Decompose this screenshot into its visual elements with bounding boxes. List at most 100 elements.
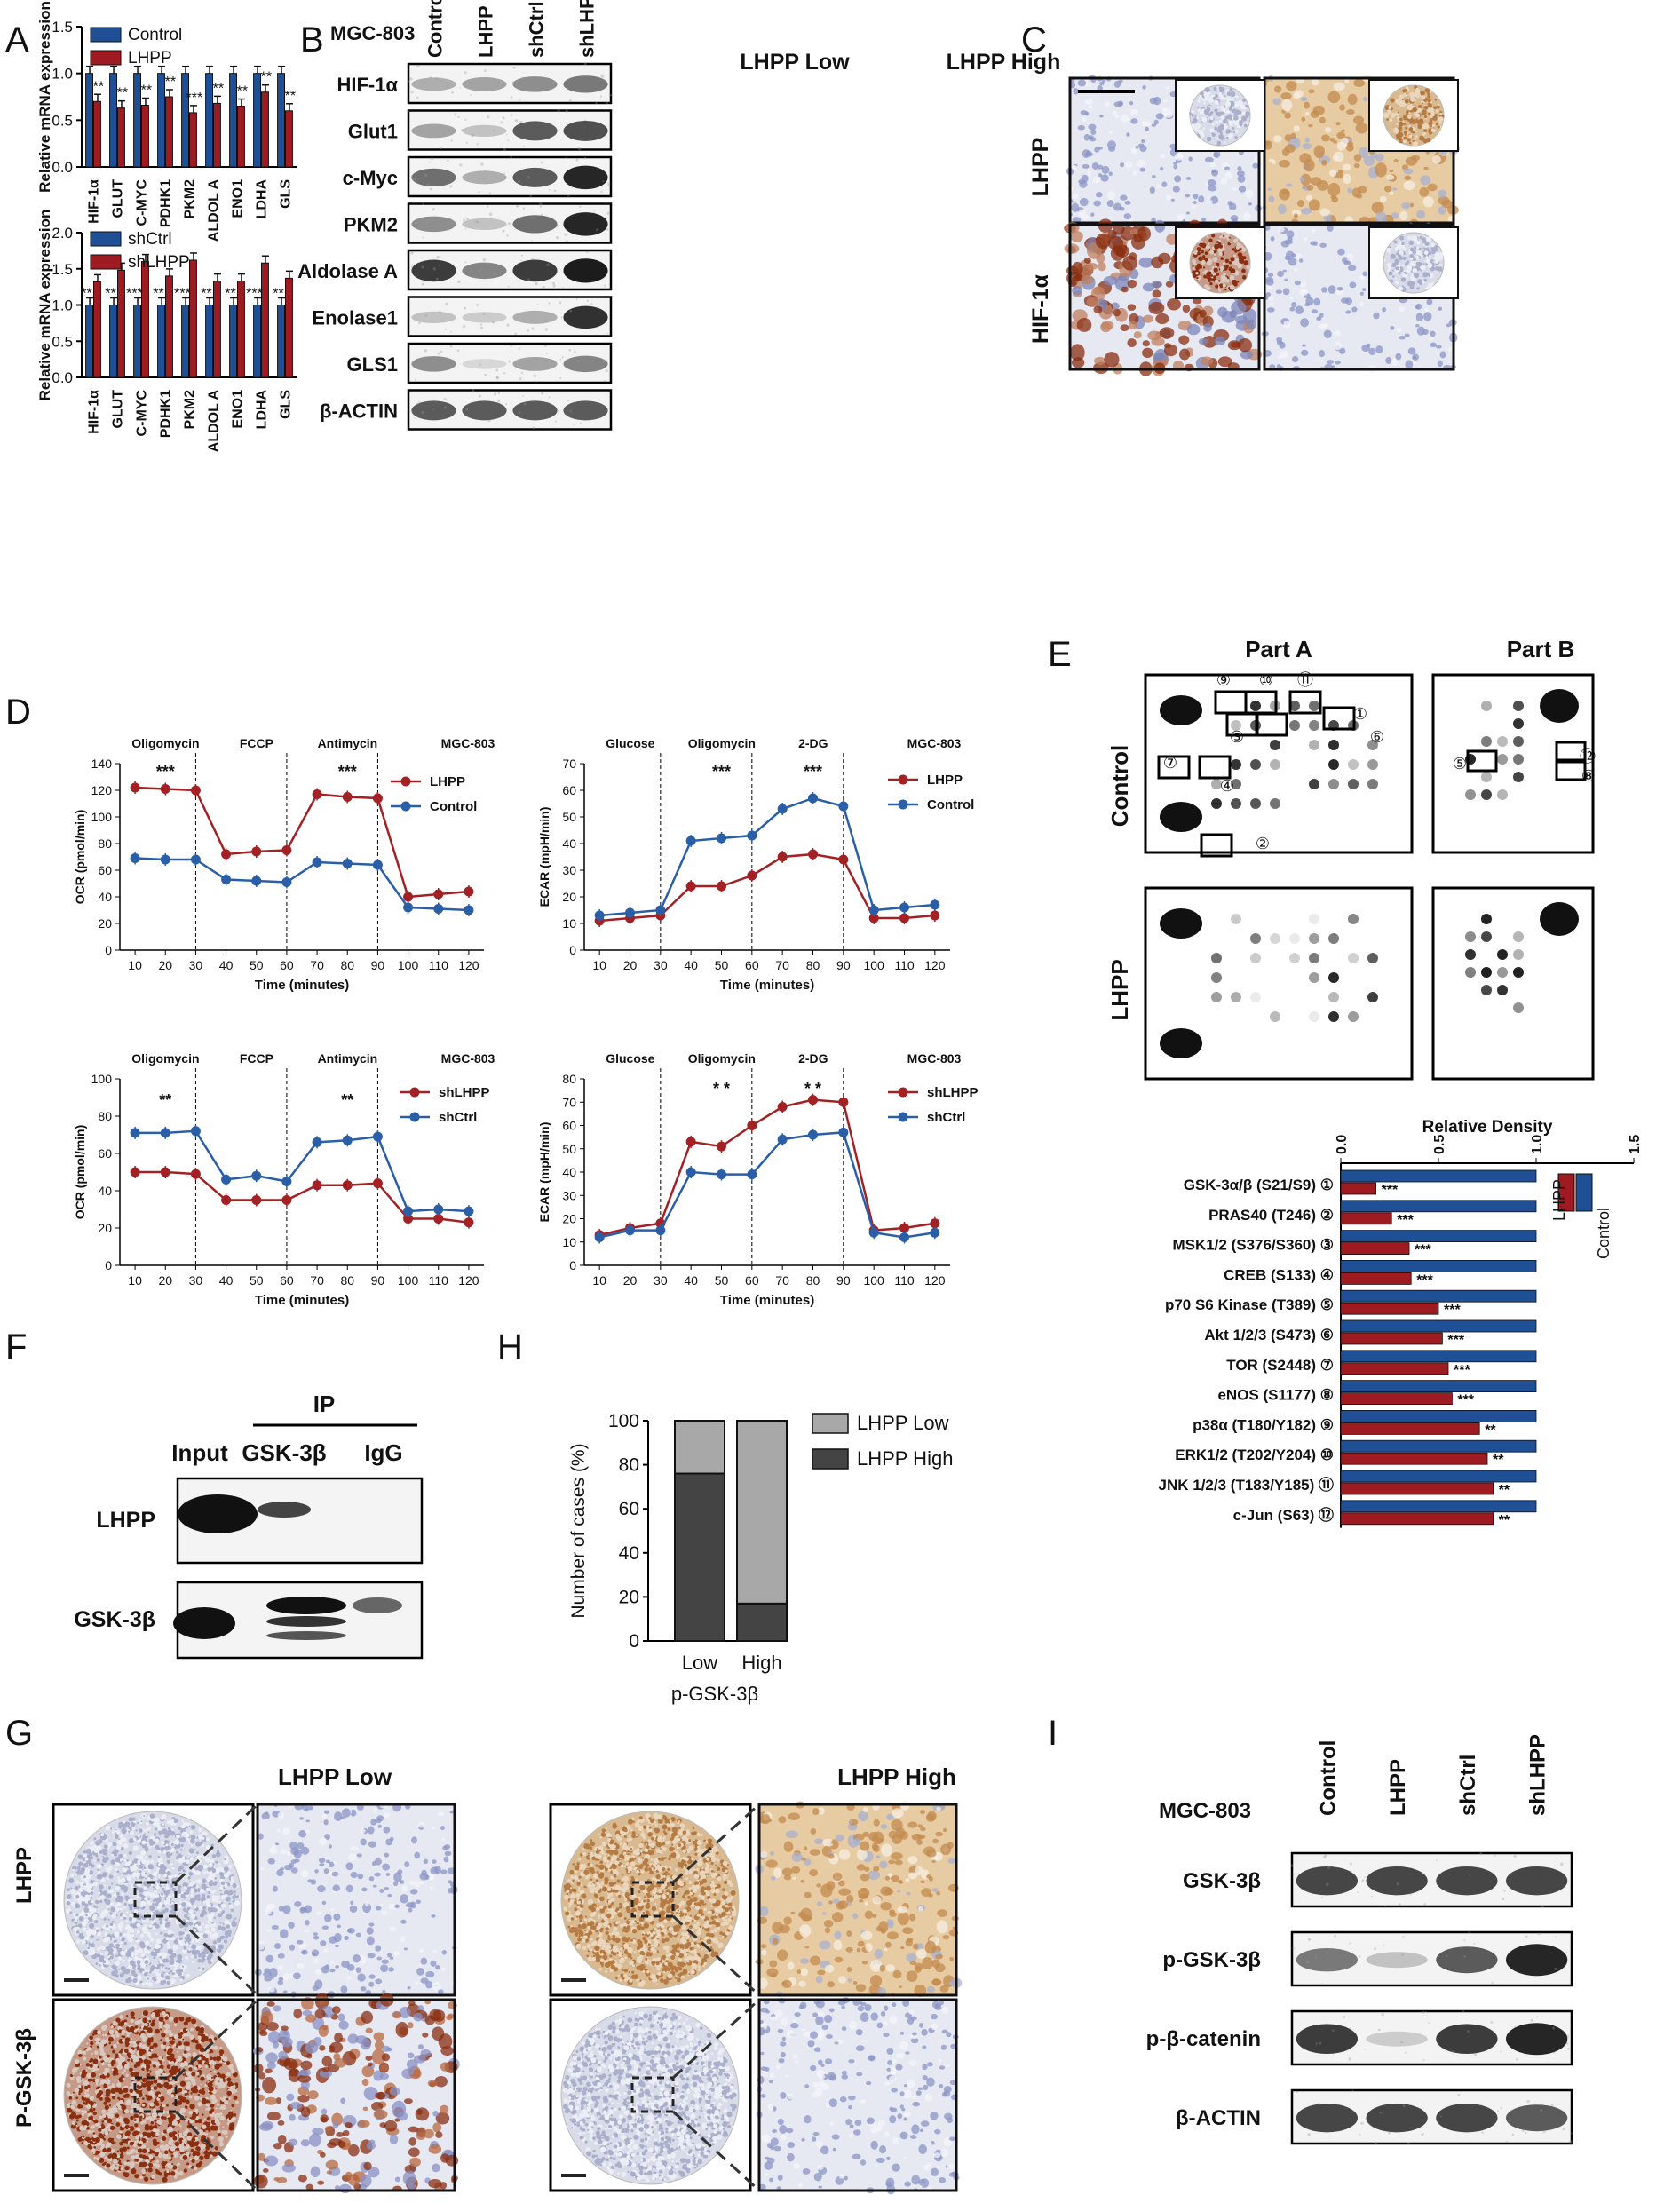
x-tick-label: 1.5 [1628,1135,1643,1154]
core-dot [75,1880,80,1884]
y-tick-label: 70 [562,1095,576,1109]
core-dot [224,1873,229,1878]
cell [420,1977,429,1984]
core-dot [155,1827,158,1831]
cell [1151,175,1156,178]
core-dot [225,1935,228,1939]
core-dot [80,1874,83,1878]
y-tick-label: 40 [98,1184,112,1198]
cell [1170,198,1176,202]
core-dot [178,1858,184,1864]
core-dot [201,1865,203,1867]
cell [1333,82,1345,91]
spot [1348,914,1359,924]
blot-noise [575,297,578,300]
array-marker: ⑤ [1453,755,1467,773]
core-dot [1412,267,1417,273]
cell [420,1957,428,1965]
core-dot [1234,238,1239,242]
y-tick-label: 1.5 [52,19,73,36]
core-dot [648,1867,653,1872]
blot-noise [600,75,605,78]
blot-noise [443,406,447,409]
core-dot [219,1893,222,1896]
cell [1293,213,1298,218]
core-dot [106,1924,108,1928]
blot-noise [424,288,426,289]
inset-core [1383,232,1445,294]
core-dot [147,1877,151,1881]
core-dot [91,1947,95,1953]
y-axis-label: ECAR (mpH/min) [537,807,551,907]
cell [1323,323,1329,328]
cell [1289,296,1294,301]
core-dot [149,1938,155,1942]
core-dot [161,1937,164,1940]
cell [1230,215,1239,221]
core-dot [1224,115,1229,120]
core-dot [1206,260,1212,266]
cell [1415,313,1423,321]
core-dot [188,1948,191,1951]
core-dot [149,1865,155,1870]
core-dot [113,1947,117,1952]
cell [1178,335,1190,345]
cell [1161,181,1168,188]
cell [1321,287,1327,293]
cell [1344,297,1353,305]
blot-noise [561,356,564,359]
cell [292,1972,301,1980]
core-dot [1214,279,1218,283]
core-dot [162,1958,167,1963]
blot-noise [457,115,460,119]
core-dot [1232,126,1235,130]
significance-mark: ** [93,79,104,94]
spot [1481,985,1492,995]
cell [360,1828,366,1834]
cell [411,1836,417,1844]
cell [1267,187,1272,191]
core-dot [1204,251,1208,255]
core-dot [1400,277,1407,282]
cell [431,1914,436,1918]
core-dot [87,1913,92,1918]
cell [1288,257,1297,266]
core-dot [209,1874,214,1879]
core-dot [150,1876,154,1880]
cell [1113,202,1122,211]
cell [1071,357,1085,368]
core-dot [149,1872,152,1874]
core-dot [1226,97,1231,101]
cell [1272,159,1276,165]
y-tick-label: 30 [562,863,576,877]
blot-noise [519,99,521,101]
y-tick-label: 0 [105,1258,112,1272]
x-tick-label: 80 [806,958,820,972]
core-dot [119,1907,123,1911]
cell [1334,341,1343,351]
core-dot [1227,112,1230,115]
cell [1237,166,1242,171]
cell [332,1884,341,1892]
cell [321,1900,327,1905]
spot [1328,972,1339,983]
core-dot [1434,99,1437,101]
core-dot [224,1858,227,1861]
core-dot [146,1840,149,1842]
data-point [221,1195,232,1205]
bar [109,305,117,378]
blot-noise [416,64,420,67]
cell [405,1902,415,1908]
blot-noise [518,347,521,351]
core-dot [186,1934,191,1938]
cell [1072,164,1077,171]
spot [1328,933,1339,944]
y-tick-label: 60 [562,783,576,797]
blot-noise [545,353,548,354]
core-dot [111,1920,115,1923]
blot-noise [586,299,589,302]
core-dot [179,1848,183,1851]
cell [305,1829,311,1834]
core-dot [1209,281,1213,286]
core-dot [1414,246,1417,250]
